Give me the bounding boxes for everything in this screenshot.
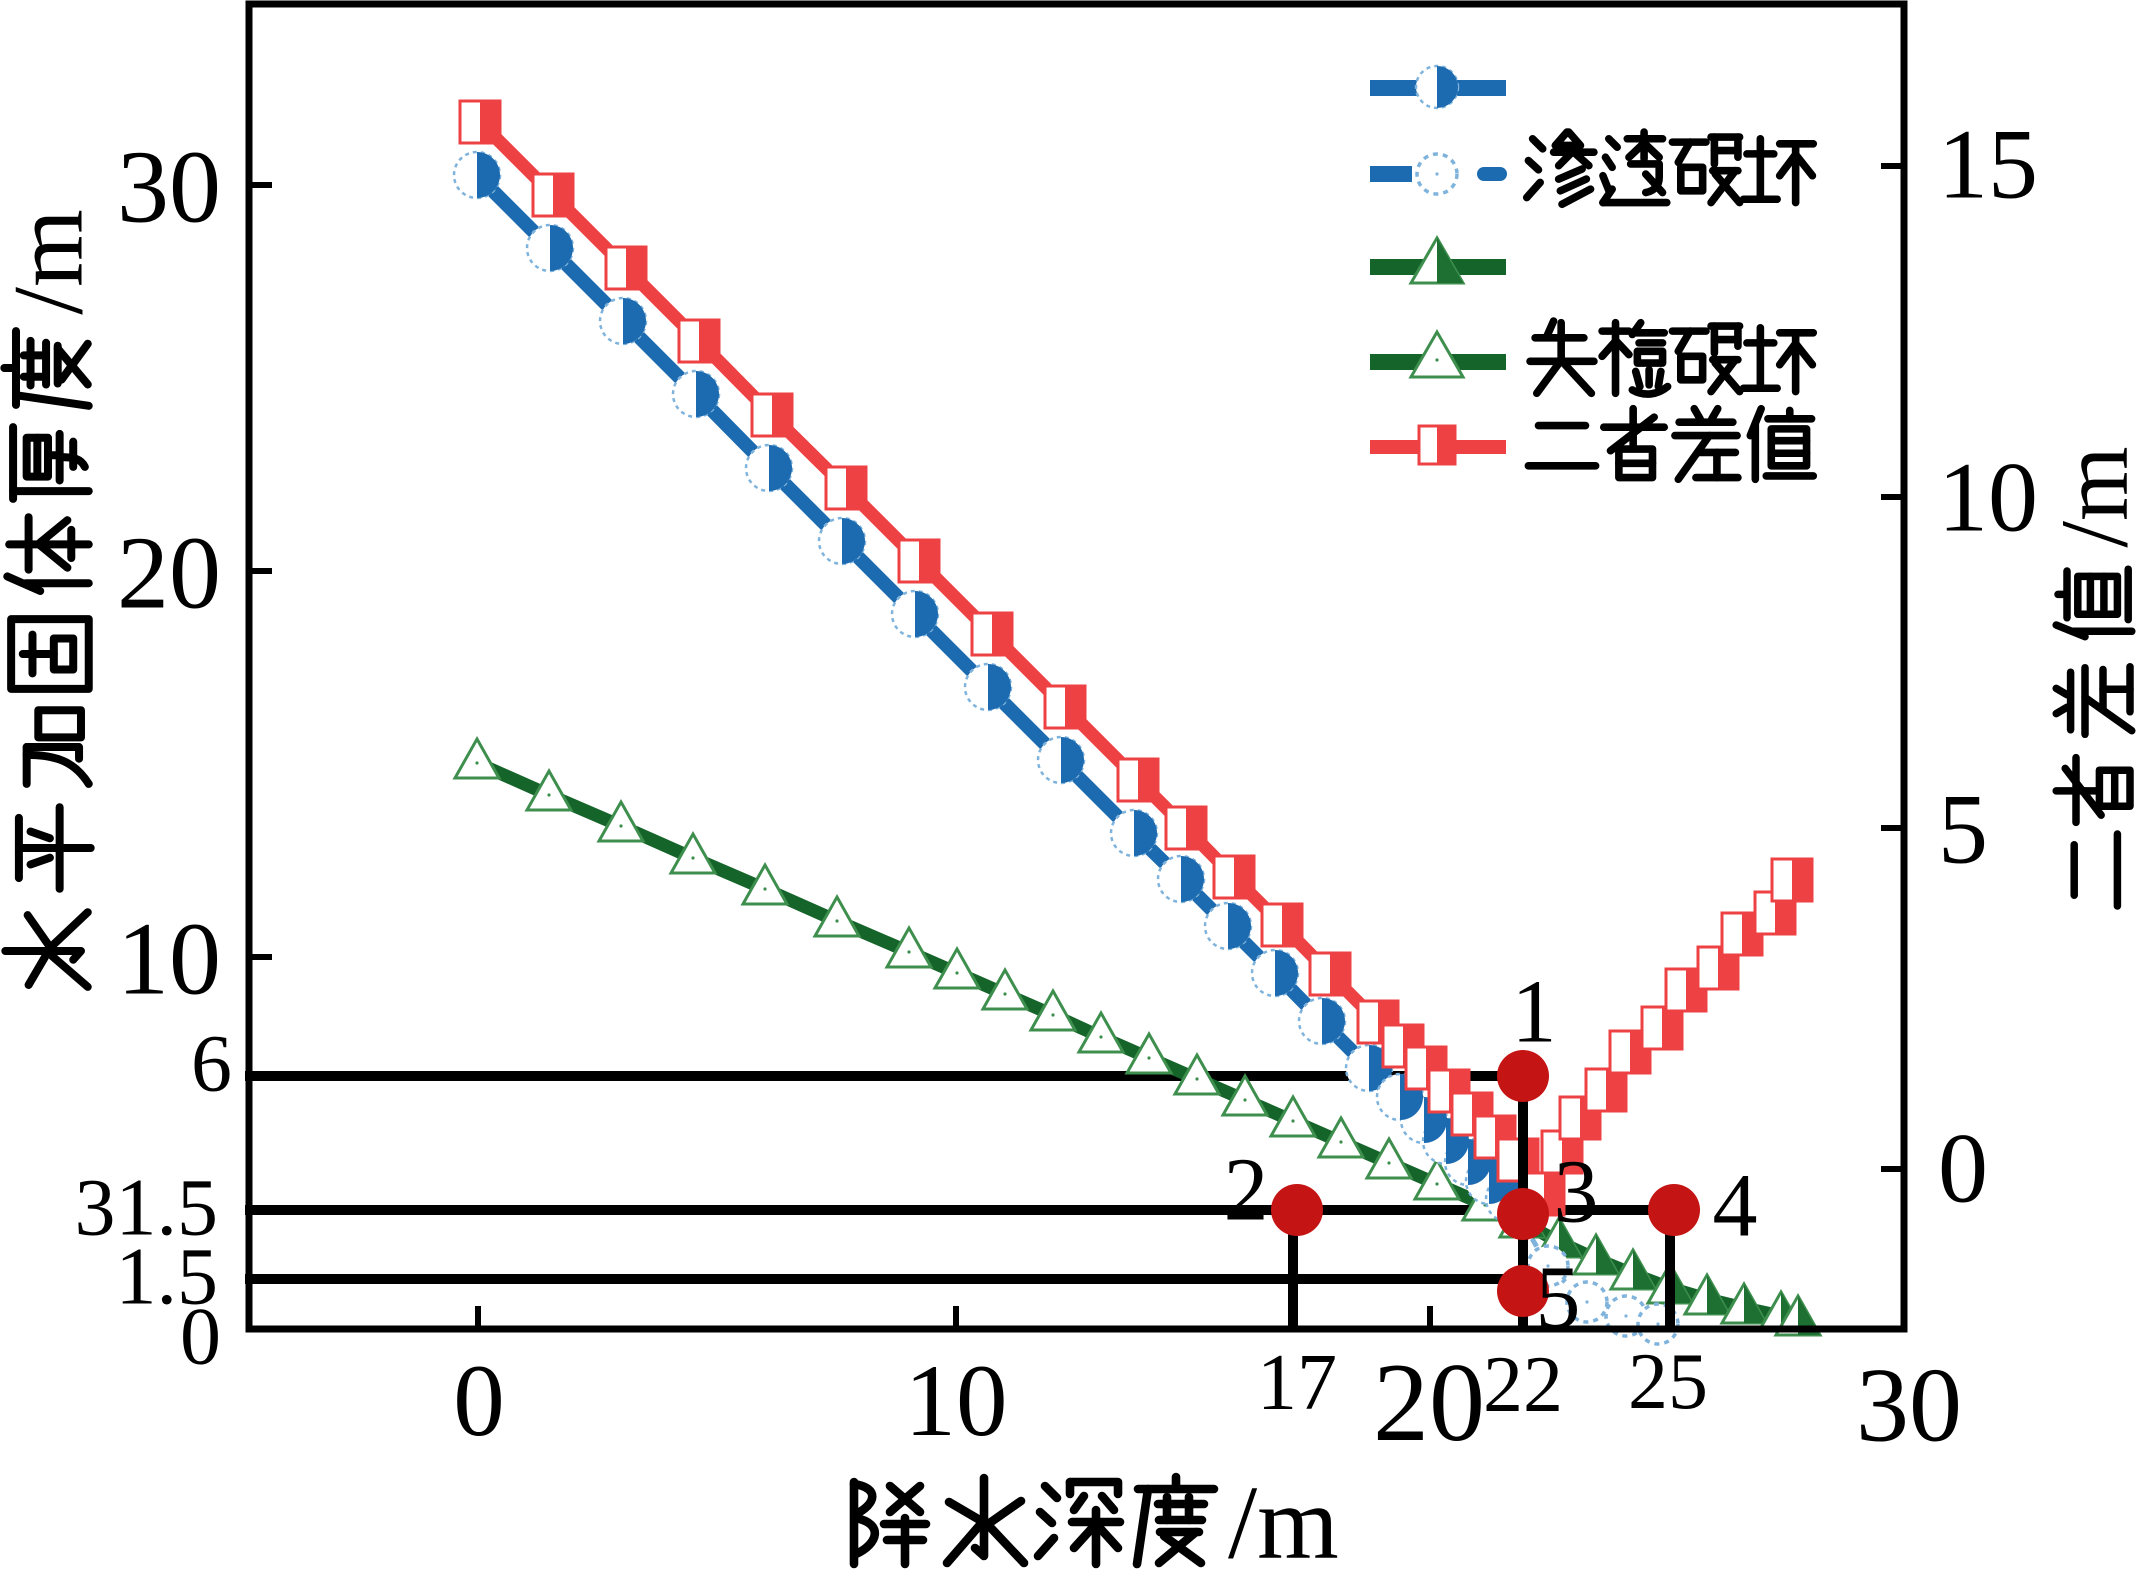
svg-text:20: 20 bbox=[117, 516, 221, 631]
svg-text:/m: /m bbox=[1228, 1464, 1339, 1569]
svg-text:0: 0 bbox=[180, 1291, 221, 1382]
svg-text:0: 0 bbox=[1938, 1113, 1988, 1224]
svg-text:1.5: 1.5 bbox=[116, 1231, 219, 1322]
svg-text:10: 10 bbox=[1938, 442, 2038, 553]
svg-text:1: 1 bbox=[1512, 963, 1557, 1062]
svg-text:22: 22 bbox=[1483, 1341, 1563, 1429]
svg-text:25: 25 bbox=[1628, 1338, 1708, 1426]
svg-text:3: 3 bbox=[1554, 1143, 1599, 1242]
svg-text:5: 5 bbox=[1938, 774, 1988, 885]
svg-text:/m: /m bbox=[0, 209, 104, 315]
svg-text:30: 30 bbox=[117, 130, 221, 245]
svg-text:5: 5 bbox=[1536, 1249, 1581, 1348]
svg-text:30: 30 bbox=[1856, 1347, 1962, 1464]
svg-text:2: 2 bbox=[1224, 1141, 1269, 1240]
svg-text:/m: /m bbox=[2041, 446, 2143, 547]
svg-text:15: 15 bbox=[1938, 109, 2038, 220]
svg-text:6: 6 bbox=[191, 1018, 232, 1109]
svg-text:31.5: 31.5 bbox=[75, 1162, 219, 1253]
svg-text:10: 10 bbox=[905, 1344, 1008, 1458]
svg-text:4: 4 bbox=[1713, 1157, 1758, 1256]
svg-text:17: 17 bbox=[1257, 1339, 1337, 1427]
svg-text:10: 10 bbox=[117, 902, 221, 1017]
svg-text:20: 20 bbox=[1373, 1341, 1485, 1465]
svg-text:0: 0 bbox=[453, 1344, 505, 1458]
